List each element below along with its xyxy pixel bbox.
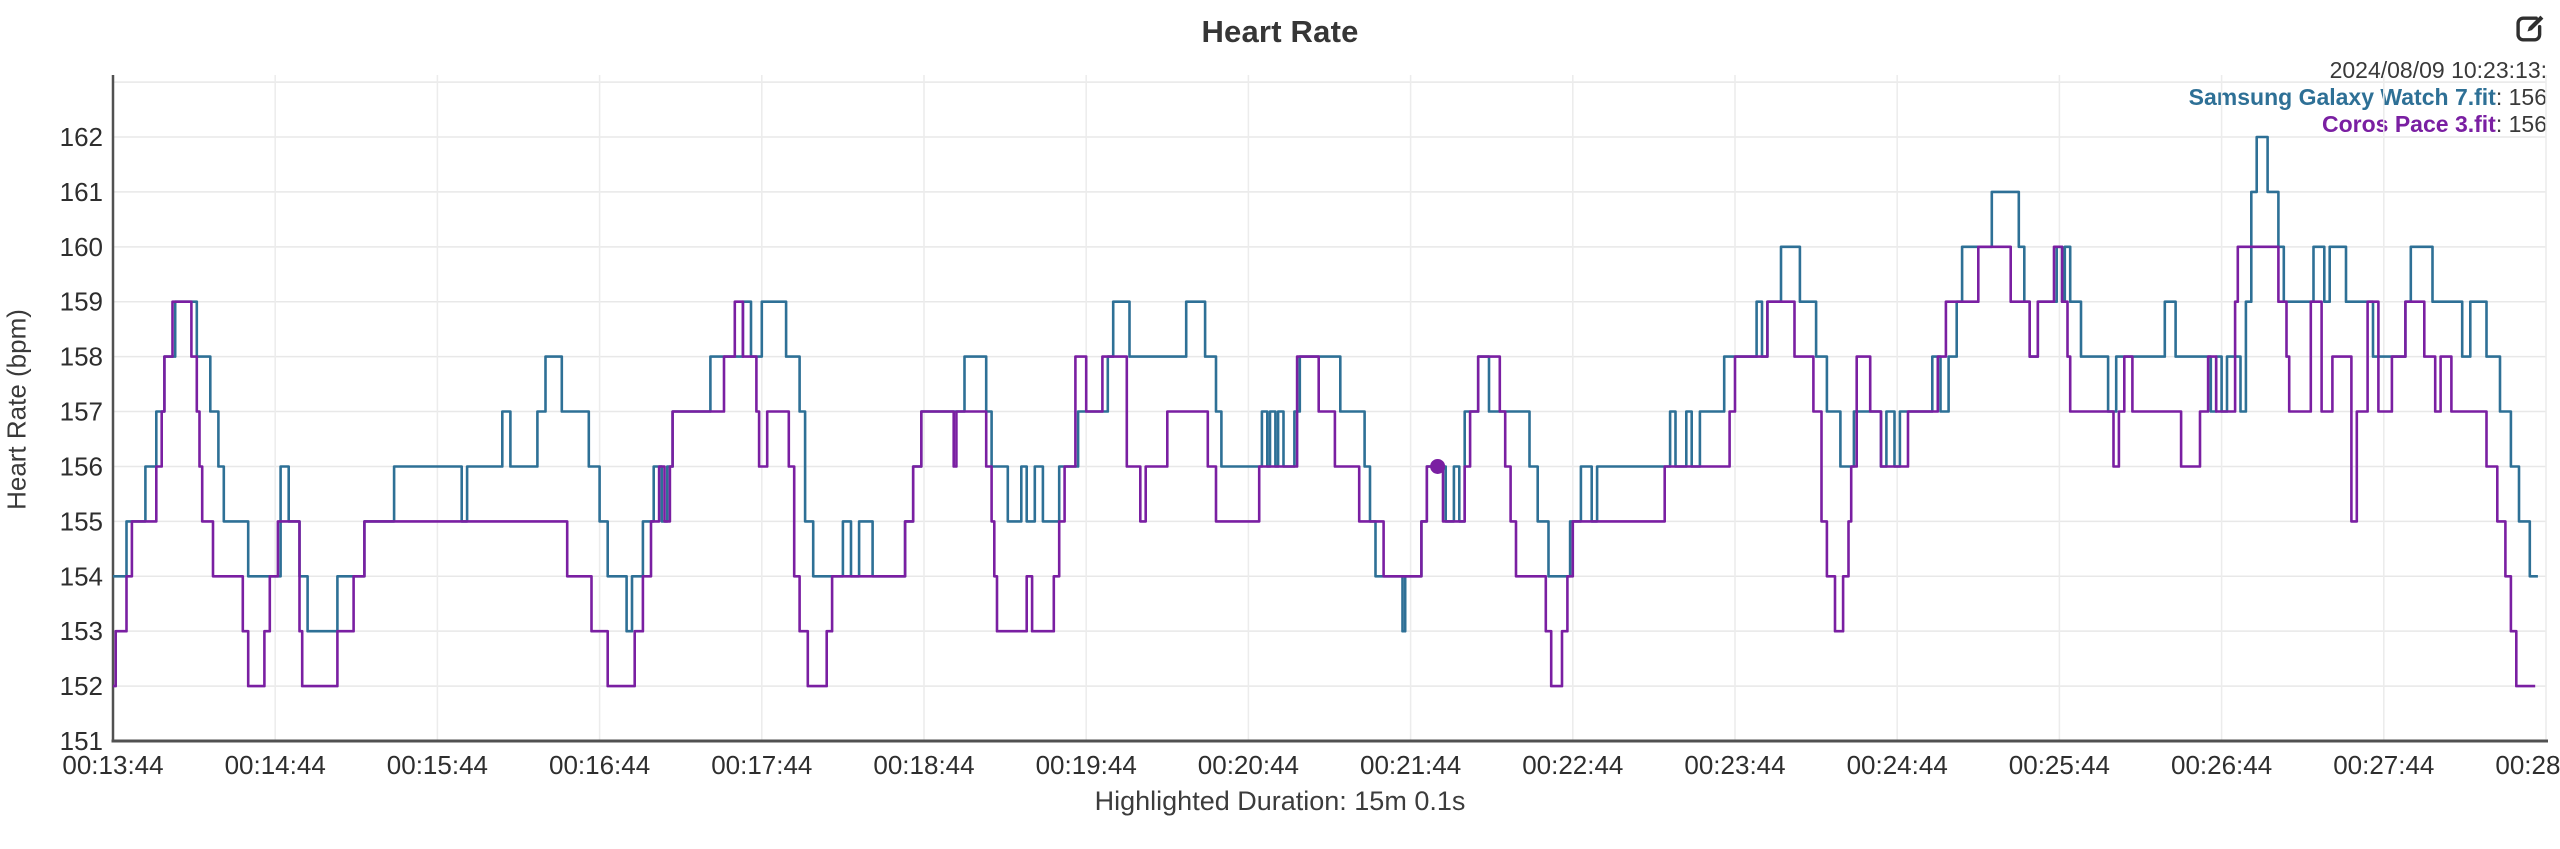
edit-icon [2516,15,2544,41]
x-tick-label: 00:26:44 [2171,750,2272,780]
y-tick-label: 153 [60,616,103,646]
chart-title: Heart Rate [1201,14,1359,49]
x-tick-label: 00:21:44 [1360,750,1461,780]
y-tick-label: 160 [60,232,103,262]
x-tick-label: 00:25:44 [2009,750,2110,780]
x-tick-label: 00:13:44 [62,750,163,780]
tooltip-series-value-samsung: 156 [2508,84,2547,110]
y-tick-label: 162 [60,122,103,152]
x-tick-label: 00:28:44 [2495,750,2560,780]
edit-chart-button[interactable] [2510,10,2550,50]
x-tick-label: 00:14:44 [225,750,326,780]
x-tick-label: 00:17:44 [711,750,812,780]
x-tick-label: 00:20:44 [1198,750,1299,780]
tooltip-row-samsung: Samsung Galaxy Watch 7.fit: 156 [2189,84,2547,111]
y-tick-label: 156 [60,451,103,481]
tooltip-series-label-samsung: Samsung Galaxy Watch 7.fit [2188,84,2496,110]
x-tick-label: 00:16:44 [549,750,650,780]
y-tick-label: 152 [60,671,103,701]
y-tick-label: 157 [60,397,103,427]
x-tick-label: 00:18:44 [873,750,974,780]
y-tick-label: 154 [60,561,103,591]
hover-tooltip: 2024/08/09 10:23:13: Samsung Galaxy Watc… [2189,57,2547,138]
tooltip-timestamp: 2024/08/09 10:23:13: [2329,57,2547,83]
x-tick-label: 00:15:44 [387,750,488,780]
series-line-coros[interactable] [113,245,2536,688]
x-tick-label: 00:23:44 [1684,750,1785,780]
tooltip-separator: : [2495,84,2509,110]
y-tick-label: 161 [60,177,103,207]
highlighted-point-marker[interactable] [1430,458,1446,474]
x-tick-label: 00:27:44 [2333,750,2434,780]
y-tick-label: 155 [60,506,103,536]
tooltip-row-coros: Coros Pace 3.fit: 156 [2189,111,2547,138]
y-tick-label: 159 [60,287,103,317]
highlighted-duration: Highlighted Duration: 15m 0.1s [1094,786,1466,816]
series-line-samsung[interactable] [113,135,2538,633]
y-tick-label: 151 [60,726,103,756]
tooltip-series-value-coros: 156 [2508,111,2547,137]
y-tick-label: 158 [60,342,103,372]
x-tick-label: 00:24:44 [1847,750,1948,780]
tooltip-separator: : [2495,111,2509,137]
x-tick-label: 00:22:44 [1522,750,1623,780]
tooltip-series-label-coros: Coros Pace 3.fit [2322,111,2496,137]
x-tick-label: 00:19:44 [1036,750,1137,780]
